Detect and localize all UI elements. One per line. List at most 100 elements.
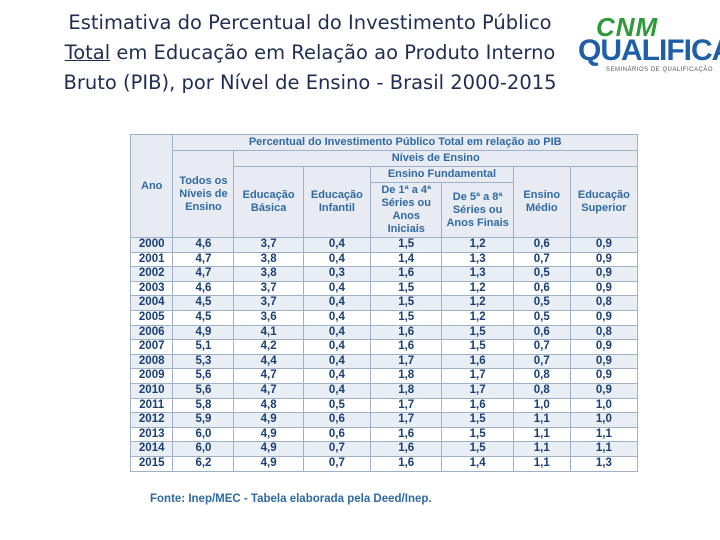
value-cell: 5,9 (172, 412, 235, 428)
header-medio: Ensino Médio (512, 166, 571, 238)
header-ano: Ano (129, 134, 174, 238)
header-fund-1: De 1ª a 4ª Séries ou Anos Iniciais (370, 182, 443, 238)
value-cell: 5,6 (172, 382, 235, 399)
year-cell: 2001 (129, 251, 174, 268)
value-cell: 1,4 (370, 251, 443, 268)
value-cell: 0,7 (302, 455, 372, 472)
value-cell: 3,7 (233, 280, 304, 297)
value-cell: 1,7 (441, 368, 514, 384)
value-cell: 0,9 (569, 280, 639, 297)
value-cell: 1,3 (441, 251, 514, 268)
value-cell: 0,9 (569, 309, 639, 326)
value-cell: 1,0 (512, 397, 571, 414)
value-cell: 1,5 (441, 324, 514, 341)
table-row: 2000 4,6 3,7 0,4 1,5 1,2 0,6 0,9 (129, 237, 639, 253)
value-cell: 0,7 (512, 353, 571, 370)
value-cell: 1,1 (569, 426, 639, 443)
table-row: 2010 5,6 4,7 0,4 1,8 1,7 0,8 0,9 (129, 382, 639, 399)
year-cell: 2006 (129, 324, 174, 341)
value-cell: 4,6 (172, 280, 235, 297)
table-row: 2004 4,5 3,7 0,4 1,5 1,2 0,5 0,8 (129, 295, 639, 311)
value-cell: 0,6 (302, 426, 372, 443)
table-row: 2011 5,8 4,8 0,5 1,7 1,6 1,0 1,0 (129, 397, 639, 414)
table-row: 2012 5,9 4,9 0,6 1,7 1,5 1,1 1,0 (129, 412, 639, 428)
year-cell: 2003 (129, 280, 174, 297)
value-cell: 1,3 (441, 266, 514, 282)
table-row: 2003 4,6 3,7 0,4 1,5 1,2 0,6 0,9 (129, 280, 639, 297)
page-title: Estimativa do Percentual do Investimento… (55, 8, 565, 98)
value-cell: 0,6 (512, 280, 571, 297)
value-cell: 1,6 (370, 324, 443, 341)
value-cell: 0,7 (302, 441, 372, 457)
title-part-1: Estimativa do Percentual do Investimento… (68, 11, 552, 34)
logo-cnm: CNM (596, 12, 659, 42)
value-cell: 4,1 (233, 324, 304, 341)
year-cell: 2007 (129, 339, 174, 355)
table-row: 2013 6,0 4,9 0,6 1,6 1,5 1,1 1,1 (129, 426, 639, 443)
value-cell: 0,4 (302, 339, 372, 355)
year-cell: 2000 (129, 237, 174, 253)
value-cell: 4,7 (233, 382, 304, 399)
value-cell: 1,6 (370, 339, 443, 355)
table-body: 2000 4,6 3,7 0,4 1,5 1,2 0,6 0,9 2001 4,7 3,8 0,4 1,… (129, 237, 639, 472)
value-cell: 1,2 (441, 280, 514, 297)
value-cell: 0,4 (302, 324, 372, 341)
value-cell: 4,9 (233, 455, 304, 472)
value-cell: 0,9 (569, 353, 639, 370)
value-cell: 4,7 (172, 266, 235, 282)
value-cell: 0,8 (569, 324, 639, 341)
value-cell: 1,3 (569, 455, 639, 472)
year-cell: 2004 (129, 295, 174, 311)
value-cell: 1,0 (569, 412, 639, 428)
value-cell: 1,7 (441, 382, 514, 399)
table-row: 2006 4,9 4,1 0,4 1,6 1,5 0,6 0,8 (129, 324, 639, 341)
year-cell: 2008 (129, 353, 174, 370)
value-cell: 0,5 (302, 397, 372, 414)
value-cell: 1,2 (441, 295, 514, 311)
table-row: 2009 5,6 4,7 0,4 1,8 1,7 0,8 0,9 (129, 368, 639, 384)
value-cell: 5,1 (172, 339, 235, 355)
value-cell: 5,8 (172, 397, 235, 414)
value-cell: 0,6 (302, 412, 372, 428)
value-cell: 0,3 (302, 266, 372, 282)
investment-table: Ano Percentual do Investimento Público T… (129, 134, 639, 472)
value-cell: 1,4 (441, 455, 514, 472)
value-cell: 1,7 (370, 397, 443, 414)
value-cell: 4,6 (172, 237, 235, 253)
value-cell: 0,8 (512, 368, 571, 384)
year-cell: 2010 (129, 382, 174, 399)
value-cell: 1,1 (512, 426, 571, 443)
year-cell: 2012 (129, 412, 174, 428)
source-note: Fonte: Inep/MEC - Tabela elaborada pela … (150, 493, 432, 505)
table-row: 2014 6,0 4,9 0,7 1,6 1,5 1,1 1,1 (129, 441, 639, 457)
value-cell: 0,8 (512, 382, 571, 399)
year-cell: 2013 (129, 426, 174, 443)
value-cell: 1,8 (370, 368, 443, 384)
value-cell: 0,9 (569, 368, 639, 384)
value-cell: 0,9 (569, 237, 639, 253)
value-cell: 1,2 (441, 237, 514, 253)
header-todos: Todos os Níveis de Ensino (172, 150, 235, 238)
value-cell: 1,6 (370, 455, 443, 472)
value-cell: 0,4 (302, 368, 372, 384)
value-cell: 5,3 (172, 353, 235, 370)
year-cell: 2009 (129, 368, 174, 384)
year-cell: 2011 (129, 397, 174, 414)
header-infantil: Educação Infantil (302, 166, 372, 238)
header-fundamental: Ensino Fundamental (370, 166, 514, 183)
logo-qualifica: QUALIFICA (578, 34, 720, 67)
value-cell: 0,5 (512, 295, 571, 311)
table-row: 2007 5,1 4,2 0,4 1,6 1,5 0,7 0,9 (129, 339, 639, 355)
value-cell: 1,6 (370, 441, 443, 457)
value-cell: 1,2 (441, 309, 514, 326)
value-cell: 0,7 (512, 251, 571, 268)
value-cell: 0,9 (569, 339, 639, 355)
header-basica: Educação Básica (233, 166, 304, 238)
header-niveis: Níveis de Ensino (233, 150, 638, 167)
value-cell: 1,7 (370, 353, 443, 370)
value-cell: 4,5 (172, 309, 235, 326)
table-row: 2015 6,2 4,9 0,7 1,6 1,4 1,1 1,3 (129, 455, 639, 472)
table-caption: Percentual do Investimento Público Total… (172, 134, 638, 151)
year-cell: 2002 (129, 266, 174, 282)
value-cell: 6,0 (172, 441, 235, 457)
